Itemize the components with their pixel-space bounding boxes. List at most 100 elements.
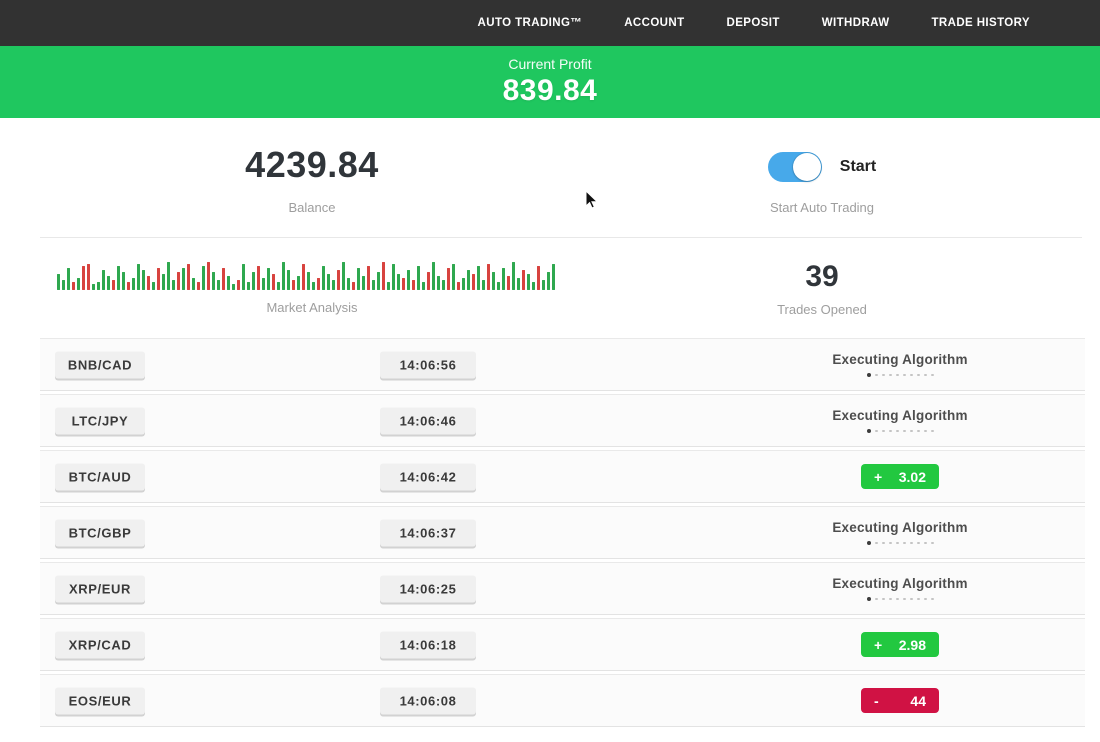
- green-bar: [387, 282, 390, 290]
- green-bar: [477, 266, 480, 290]
- green-bar: [502, 268, 505, 290]
- green-bar: [77, 278, 80, 290]
- profit-badge: +3.02: [861, 464, 939, 489]
- progress-dot: [931, 429, 934, 433]
- green-bar: [227, 276, 230, 290]
- green-bar: [192, 278, 195, 290]
- pair-chip[interactable]: BTC/GBP: [55, 519, 145, 546]
- green-bar: [332, 280, 335, 290]
- red-bar: [352, 282, 355, 290]
- progress-dot: [910, 597, 913, 601]
- progress-dot: [875, 429, 878, 433]
- loss-badge: - 44: [861, 688, 939, 713]
- nav-trade-history[interactable]: TRADE HISTORY: [931, 17, 1030, 29]
- green-bar: [312, 282, 315, 290]
- progress-dot: [882, 597, 885, 601]
- pair-chip[interactable]: LTC/JPY: [55, 407, 145, 434]
- trade-status: Executing Algorithm: [740, 563, 1060, 614]
- progress-dot: [882, 373, 885, 377]
- progress-dot: [896, 597, 899, 601]
- green-bar: [232, 284, 235, 290]
- red-bar: [112, 280, 115, 290]
- progress-dot: [903, 597, 906, 601]
- green-bar: [62, 280, 65, 290]
- pair-chip[interactable]: BTC/AUD: [55, 463, 145, 490]
- green-bar: [462, 278, 465, 290]
- green-bar: [432, 262, 435, 290]
- green-bar: [552, 264, 555, 290]
- progress-dot: [889, 597, 892, 601]
- progress-dot: [924, 373, 927, 377]
- nav-withdraw[interactable]: WITHDRAW: [821, 17, 890, 29]
- executing-algorithm-label: Executing Algorithm: [832, 352, 968, 367]
- pair-chip[interactable]: BNB/CAD: [55, 351, 145, 378]
- trade-status: +2.98: [740, 619, 1060, 670]
- time-chip[interactable]: 14:06:08: [380, 687, 476, 714]
- green-bar: [482, 280, 485, 290]
- progress-dot: [866, 429, 871, 433]
- green-bar: [392, 264, 395, 290]
- green-bar: [182, 268, 185, 290]
- badge-value: 3.02: [898, 468, 926, 485]
- green-bar: [542, 280, 545, 290]
- red-bar: [537, 266, 540, 290]
- green-bar: [532, 282, 535, 290]
- red-bar: [147, 276, 150, 290]
- trade-row: XRP/CAD 14:06:18 +2.98: [40, 618, 1085, 671]
- green-bar: [252, 272, 255, 290]
- progress-dot: [910, 429, 913, 433]
- executing-algorithm-label: Executing Algorithm: [832, 520, 968, 535]
- progress-dot: [866, 541, 871, 545]
- green-bar: [202, 266, 205, 290]
- progress-dot: [866, 373, 871, 377]
- time-chip[interactable]: 14:06:56: [380, 351, 476, 378]
- current-profit-banner: Current Profit 839.84: [0, 46, 1100, 118]
- green-bar: [342, 262, 345, 290]
- time-chip[interactable]: 14:06:18: [380, 631, 476, 658]
- trade-status: Executing Algorithm: [740, 395, 1060, 446]
- nav-deposit[interactable]: DEPOSIT: [726, 17, 780, 29]
- green-bar: [67, 268, 70, 290]
- auto-trading-caption: Start Auto Trading: [769, 200, 875, 215]
- time-chip[interactable]: 14:06:46: [380, 407, 476, 434]
- executing-algorithm-label: Executing Algorithm: [832, 576, 968, 591]
- pair-chip[interactable]: XRP/EUR: [55, 575, 145, 602]
- pair-chip[interactable]: XRP/CAD: [55, 631, 145, 658]
- progress-dot: [924, 597, 927, 601]
- red-bar: [292, 280, 295, 290]
- red-bar: [272, 274, 275, 290]
- red-bar: [337, 270, 340, 290]
- nav-auto-trading[interactable]: AUTO TRADING™: [477, 17, 583, 29]
- green-bar: [497, 282, 500, 290]
- red-bar: [447, 268, 450, 290]
- time-chip[interactable]: 14:06:25: [380, 575, 476, 602]
- green-bar: [492, 272, 495, 290]
- progress-dot: [903, 429, 906, 433]
- time-chip[interactable]: 14:06:37: [380, 519, 476, 546]
- green-bar: [137, 264, 140, 290]
- red-bar: [72, 282, 75, 290]
- red-bar: [157, 268, 160, 290]
- trade-row: BNB/CAD 14:06:56 Executing Algorithm: [40, 338, 1085, 391]
- progress-dots: [866, 597, 934, 601]
- trade-row: LTC/JPY 14:06:46 Executing Algorithm: [40, 394, 1085, 447]
- red-bar: [487, 264, 490, 290]
- progress-dot: [896, 429, 899, 433]
- green-bar: [262, 278, 265, 290]
- red-bar: [187, 264, 190, 290]
- time-chip[interactable]: 14:06:42: [380, 463, 476, 490]
- red-bar: [257, 266, 260, 290]
- pair-chip[interactable]: EOS/EUR: [55, 687, 145, 714]
- auto-trading-toggle[interactable]: [767, 152, 822, 182]
- green-bar: [437, 276, 440, 290]
- progress-dot: [924, 429, 927, 433]
- progress-dot: [889, 373, 892, 377]
- toggle-knob: [792, 153, 821, 181]
- nav-account[interactable]: ACCOUNT: [624, 17, 685, 29]
- trades-list: BNB/CAD 14:06:56 Executing Algorithm LTC…: [40, 338, 1085, 727]
- green-bar: [377, 272, 380, 290]
- trade-status: Executing Algorithm: [740, 507, 1060, 558]
- progress-dot: [875, 541, 878, 545]
- red-bar: [207, 262, 210, 290]
- red-bar: [412, 280, 415, 290]
